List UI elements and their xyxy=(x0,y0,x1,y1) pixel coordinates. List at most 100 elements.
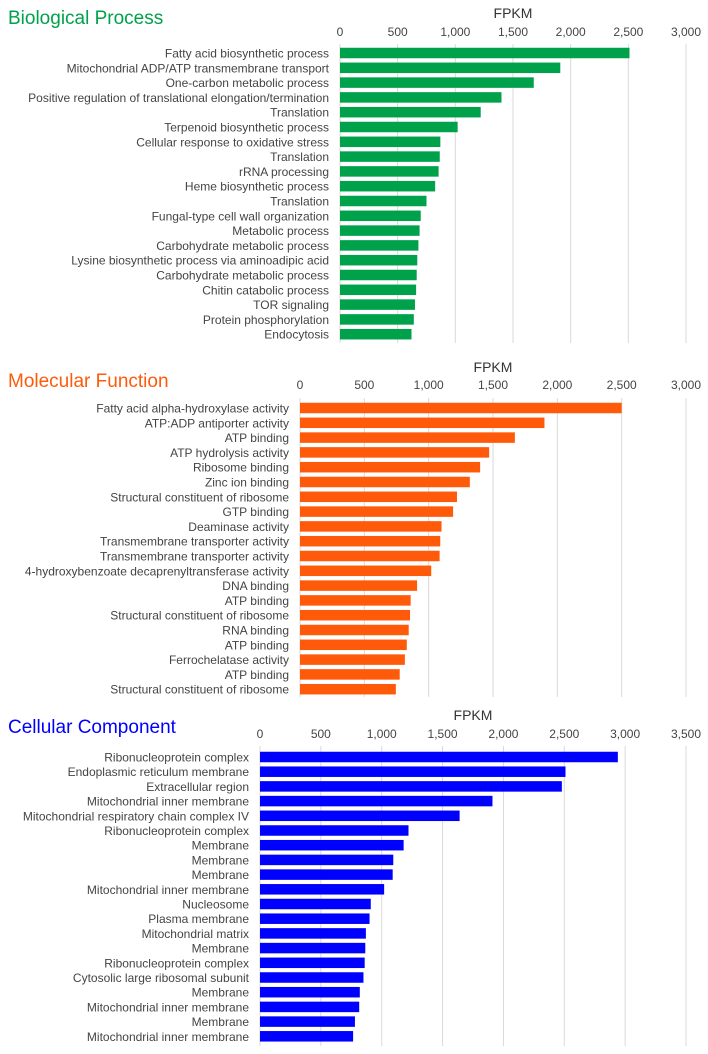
mf-bar xyxy=(300,565,432,577)
cc-category-label: Membrane xyxy=(192,839,250,853)
bp-bar xyxy=(340,151,440,162)
cc-tick-label: 3,500 xyxy=(671,727,701,741)
mf-bar xyxy=(300,595,411,606)
mf-category-label: Structural constituent of ribosome xyxy=(110,490,289,504)
mf-category-label: RNA binding xyxy=(222,624,289,638)
bp-category-label: Terpenoid biosynthetic process xyxy=(164,121,329,135)
mf-category-label: Deaminase activity xyxy=(188,520,289,534)
mf-bar xyxy=(300,476,470,488)
bp-category-label: Mitochondrial ADP/ATP transmembrane tran… xyxy=(67,61,330,75)
bp-bar xyxy=(340,106,481,118)
cc-bar xyxy=(260,839,404,851)
bp-panel-title: Biological Process xyxy=(8,8,163,29)
mf-category-label: ATP binding xyxy=(225,594,289,608)
cc-category-label: Endoplasmic reticulum membrane xyxy=(68,765,250,779)
mf-panel-title: Molecular Function xyxy=(8,371,169,392)
mf-bar xyxy=(300,535,441,547)
mf-tick-label: 0 xyxy=(297,378,304,392)
bp-category-label: Cellular response to oxidative stress xyxy=(136,135,329,149)
mf-bar xyxy=(300,432,515,443)
mf-category-label: ATP binding xyxy=(225,638,289,652)
cc-axis-title: FPKM xyxy=(454,707,493,723)
mf-bar xyxy=(300,609,411,621)
mf-tick-label: 1,000 xyxy=(414,378,444,392)
bp-bar xyxy=(340,62,561,74)
mf-bar xyxy=(300,580,418,591)
cc-bar xyxy=(260,1031,354,1042)
bp-category-label: Translation xyxy=(270,106,329,120)
mf-category-label: Structural constituent of ribosome xyxy=(110,609,289,623)
cc-category-label: Mitochondrial inner membrane xyxy=(87,1030,249,1044)
cc-bar xyxy=(260,1001,360,1013)
bp-bar xyxy=(340,180,436,192)
mf-category-label: Fatty acid alpha-hydroxylase activity xyxy=(96,402,289,416)
cc-bar xyxy=(260,781,562,792)
cc-category-label: Mitochondrial inner membrane xyxy=(87,1000,249,1014)
bp-bar xyxy=(340,314,414,325)
bp-category-label: Translation xyxy=(270,150,329,164)
bp-bar xyxy=(340,240,419,251)
bp-bar xyxy=(340,269,417,281)
cc-tick-label: 3,000 xyxy=(610,727,640,741)
cc-category-label: Membrane xyxy=(192,942,250,956)
cc-tick-label: 500 xyxy=(311,727,331,741)
mf-category-label: ATP binding xyxy=(225,431,289,445)
bp-category-label: Protein phosphorylation xyxy=(203,313,329,327)
mf-bar xyxy=(300,491,457,503)
cc-category-label: Ribonucleoprotein complex xyxy=(104,751,249,765)
bp-bar xyxy=(340,284,417,296)
bp-category-label: Fungal-type cell wall organization xyxy=(152,209,329,223)
cc-bar xyxy=(260,898,371,910)
mf-tick-label: 3,000 xyxy=(671,378,701,392)
bp-tick-label: 3,000 xyxy=(671,25,701,39)
bp-category-label: Translation xyxy=(270,195,329,209)
mf-category-label: Transmembrane transporter activity xyxy=(100,535,289,549)
bp-category-label: Lysine biosynthetic process via aminoadi… xyxy=(71,254,329,268)
bp-bar xyxy=(340,166,439,177)
bp-category-label: Fatty acid biosynthetic process xyxy=(165,47,329,61)
cc-bar xyxy=(260,913,370,924)
mf-category-label: DNA binding xyxy=(222,579,289,593)
bp-bar xyxy=(340,210,421,222)
cc-category-label: Membrane xyxy=(192,986,250,1000)
cc-bar xyxy=(260,810,460,822)
mf-category-label: Structural constituent of ribosome xyxy=(110,683,289,697)
cc-category-label: Mitochondrial inner membrane xyxy=(87,883,249,897)
mf-category-label: ATP:ADP antiporter activity xyxy=(145,416,289,430)
mf-tick-label: 2,000 xyxy=(542,378,572,392)
bp-category-label: Carbohydrate metabolic process xyxy=(156,269,329,283)
mf-bar xyxy=(300,654,405,665)
mf-category-label: GTP binding xyxy=(223,505,290,519)
cc-category-label: Ribonucleoprotein complex xyxy=(104,956,249,970)
mf-tick-label: 1,500 xyxy=(478,378,508,392)
bp-tick-label: 2,500 xyxy=(613,25,643,39)
cc-bar xyxy=(260,986,360,998)
cc-category-label: Mitochondrial matrix xyxy=(142,927,249,941)
cc-bar xyxy=(260,1016,355,1027)
mf-tick-label: 2,500 xyxy=(607,378,637,392)
mf-bar xyxy=(300,624,409,636)
cc-category-label: Nucleosome xyxy=(182,898,249,912)
bp-category-label: TOR signaling xyxy=(253,298,329,312)
bp-bar xyxy=(340,195,427,207)
mf-category-label: Ferrochelatase activity xyxy=(169,653,289,667)
cc-category-label: Mitochondrial inner membrane xyxy=(87,795,249,809)
cc-bar xyxy=(260,751,618,763)
bp-category-label: Endocytosis xyxy=(264,328,329,342)
mf-category-label: ATP hydrolysis activity xyxy=(170,446,289,460)
mf-bar xyxy=(300,402,622,414)
cc-category-label: Extracellular region xyxy=(146,780,249,794)
mf-tick-label: 500 xyxy=(354,378,374,392)
cc-bar xyxy=(260,972,364,983)
cc-bar xyxy=(260,854,394,866)
cc-bar xyxy=(260,957,365,969)
bp-category-label: Metabolic process xyxy=(232,224,329,238)
cc-tick-label: 2,000 xyxy=(488,727,518,741)
mf-bar xyxy=(300,521,442,532)
mf-category-label: Zinc ion binding xyxy=(205,476,289,490)
mf-axis-title: FPKM xyxy=(474,359,513,375)
cc-bar xyxy=(260,825,409,836)
bp-category-label: rRNA processing xyxy=(239,165,329,179)
mf-category-label: ATP binding xyxy=(225,668,289,682)
